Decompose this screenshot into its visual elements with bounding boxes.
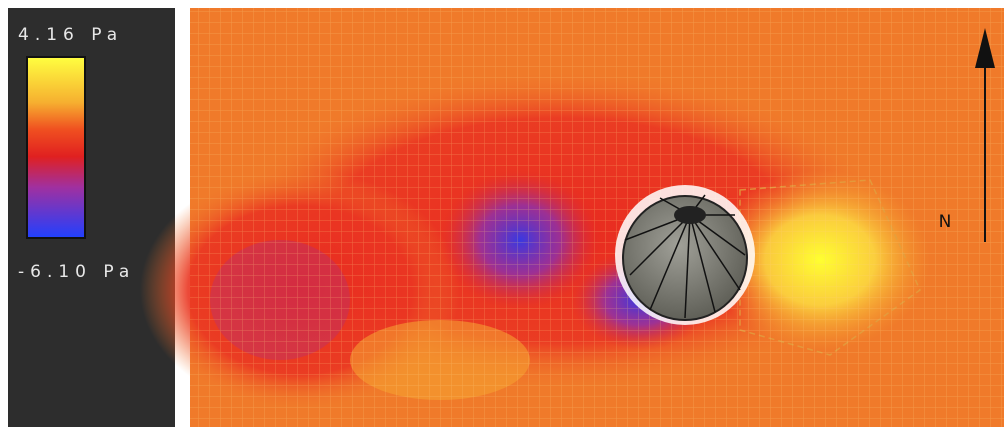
compass-label: N bbox=[939, 212, 952, 232]
page: 4.16 Pa -6.10 Pa N bbox=[0, 0, 1004, 427]
colorbar bbox=[27, 57, 85, 238]
legend-min: -6.10 Pa bbox=[18, 262, 135, 282]
cone-object bbox=[615, 185, 755, 325]
scene: 4.16 Pa -6.10 Pa N bbox=[0, 0, 1004, 427]
legend-max: 4.16 Pa bbox=[18, 25, 123, 45]
pressure-field bbox=[140, 8, 1004, 427]
